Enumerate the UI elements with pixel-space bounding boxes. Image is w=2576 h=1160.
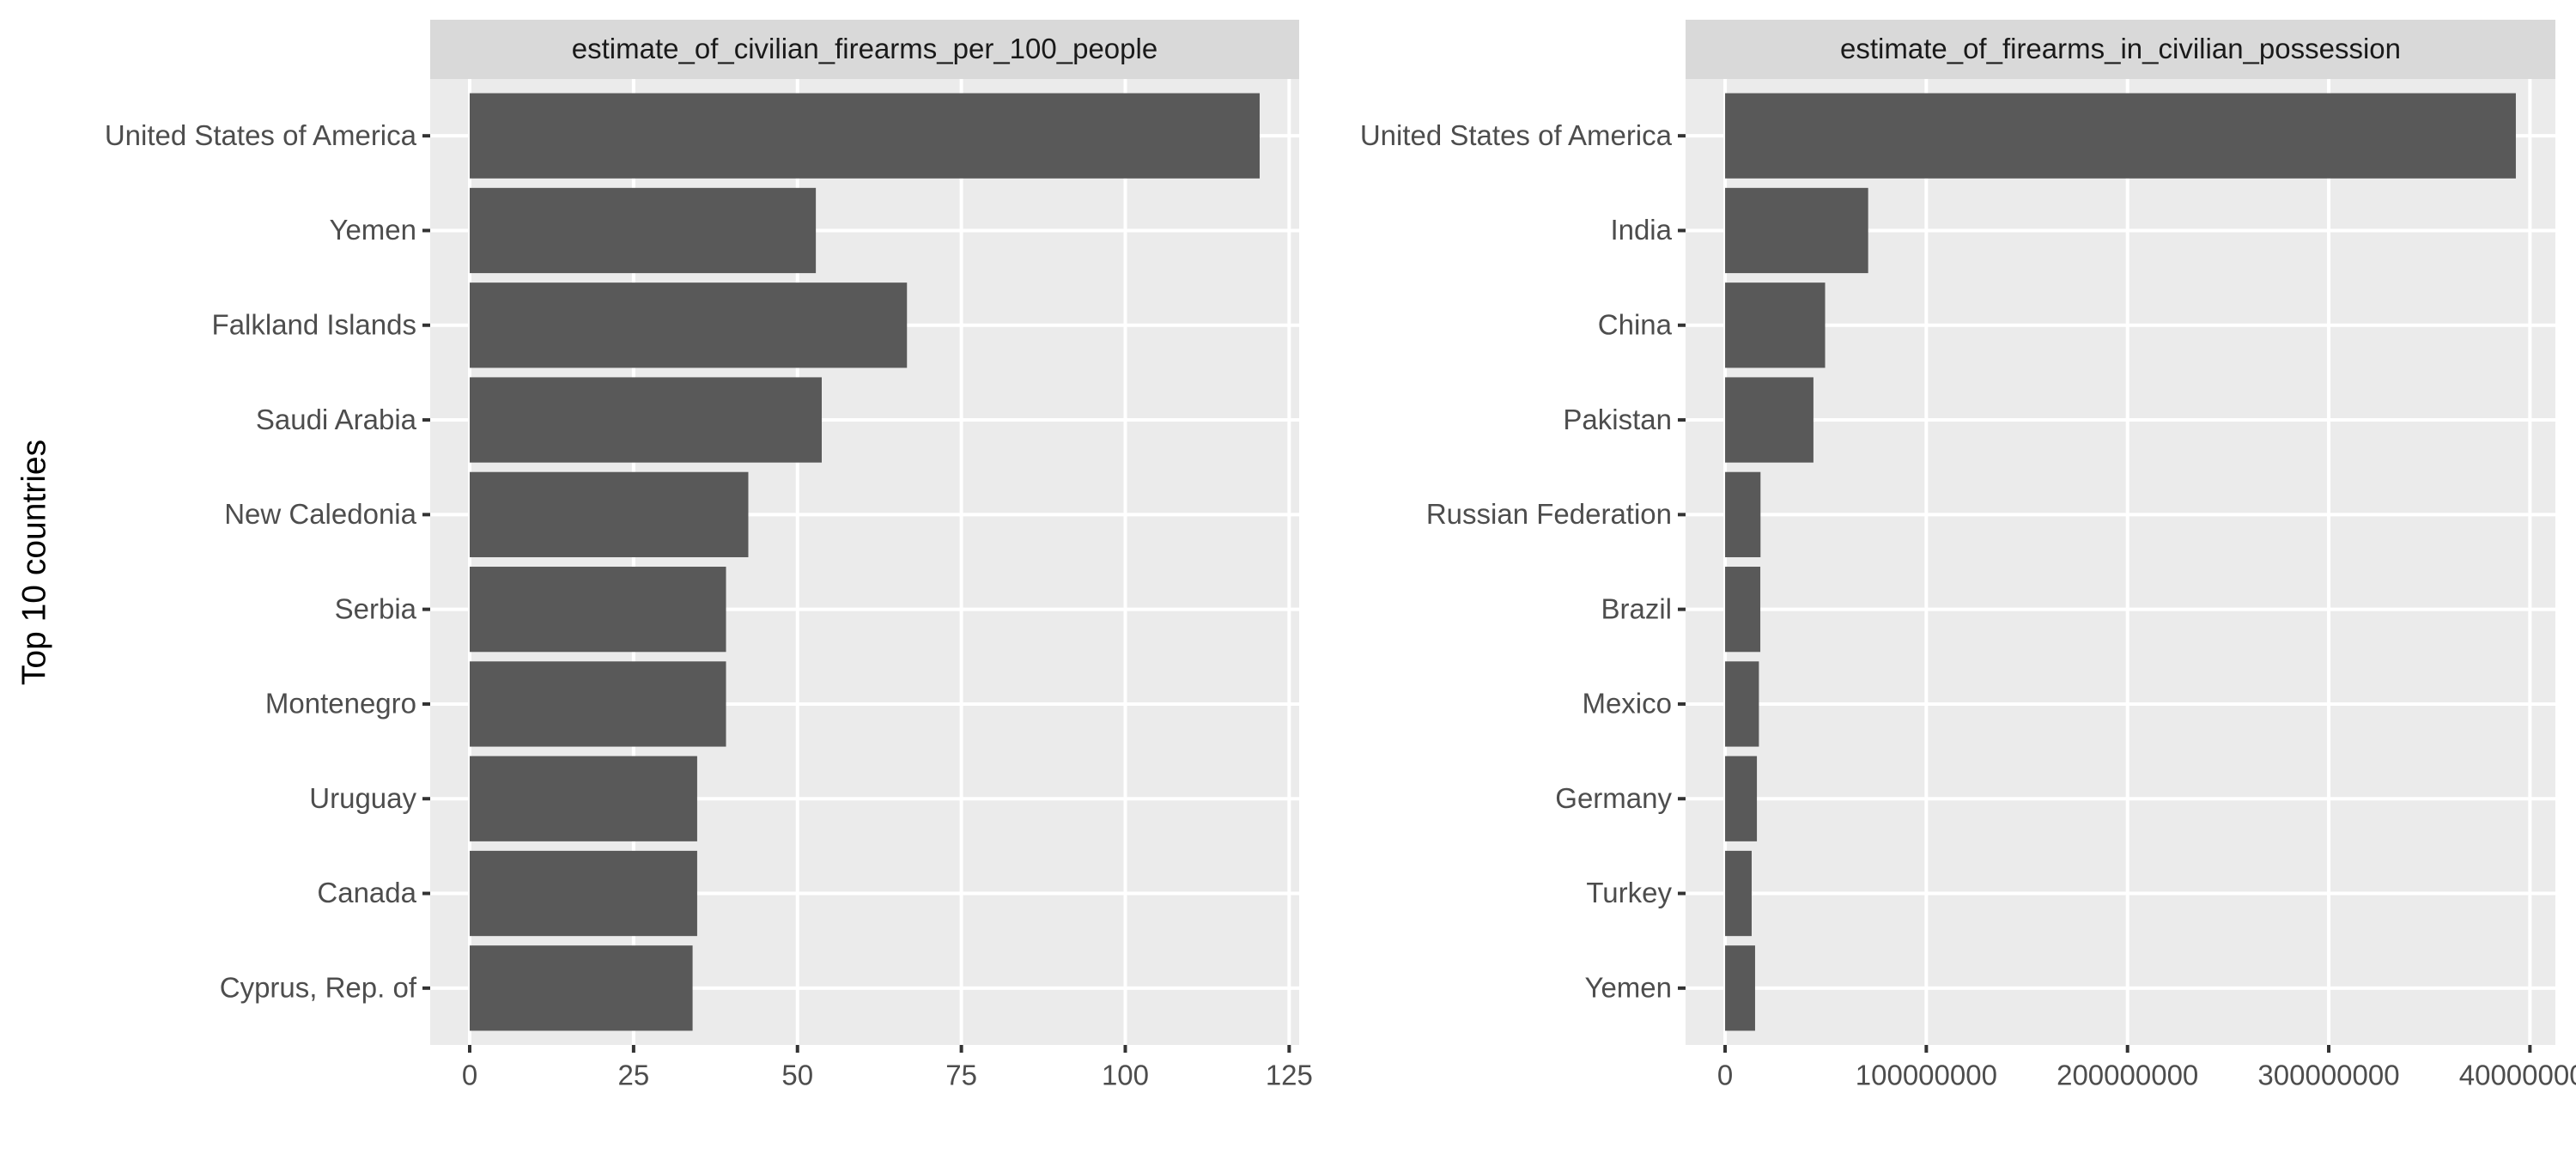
y-tick-label: China xyxy=(1598,308,1673,340)
bar xyxy=(1725,850,1752,937)
y-tick-label: Canada xyxy=(317,877,416,908)
y-tick-label: Brazil xyxy=(1601,592,1672,624)
bar xyxy=(470,756,697,841)
x-tick-label: 100 xyxy=(1102,1060,1149,1091)
x-tick-label: 400000000 xyxy=(2459,1060,2576,1091)
bar xyxy=(1725,756,1758,841)
bar xyxy=(470,945,693,1031)
y-tick-label: India xyxy=(1610,214,1672,246)
x-tick-label: 200000000 xyxy=(2057,1060,2198,1091)
y-tick-label: Montenegro xyxy=(265,688,416,720)
y-tick-label: Russian Federation xyxy=(1426,498,1672,530)
y-tick-label: Cyprus, Rep. of xyxy=(220,972,417,1004)
y-tick-label: Uruguay xyxy=(309,782,416,814)
y-tick-label: Falkland Islands xyxy=(212,308,416,340)
x-tick-label: 0 xyxy=(462,1060,477,1091)
y-tick-label: Yemen xyxy=(1584,972,1672,1004)
x-tick-label: 25 xyxy=(618,1060,650,1091)
y-tick-label: Germany xyxy=(1555,782,1672,814)
bar xyxy=(470,187,817,274)
bar xyxy=(470,377,822,463)
panel-title: estimate_of_firearms_in_civilian_possess… xyxy=(1840,33,2401,64)
bar xyxy=(470,567,726,653)
y-tick-label: Yemen xyxy=(329,214,416,246)
bar xyxy=(1725,93,2516,179)
y-tick-label: New Caledonia xyxy=(224,498,416,530)
y-tick-label: United States of America xyxy=(1360,119,1673,151)
bar xyxy=(1725,187,1868,274)
y-tick-label: United States of America xyxy=(105,119,417,151)
bar xyxy=(470,282,908,368)
x-tick-label: 75 xyxy=(945,1060,977,1091)
x-tick-label: 50 xyxy=(781,1060,813,1091)
y-axis-title: Top 10 countries xyxy=(15,440,52,685)
x-tick-label: 0 xyxy=(1717,1060,1733,1091)
bar xyxy=(1725,471,1761,557)
y-tick-label: Saudi Arabia xyxy=(256,404,417,435)
bar xyxy=(1725,282,1826,368)
y-tick-label: Pakistan xyxy=(1563,404,1672,435)
y-tick-label: Mexico xyxy=(1582,688,1672,720)
bar xyxy=(1725,567,1761,653)
strip xyxy=(1686,20,2555,79)
panel-title: estimate_of_civilian_firearms_per_100_pe… xyxy=(572,33,1157,64)
strip xyxy=(430,20,1299,79)
x-tick-label: 100000000 xyxy=(1856,1060,1997,1091)
bar xyxy=(1725,661,1759,747)
bar xyxy=(470,471,749,557)
bar xyxy=(1725,377,1814,463)
y-tick-label: Serbia xyxy=(335,592,417,624)
bar xyxy=(470,850,697,937)
y-tick-label: Turkey xyxy=(1586,877,1672,908)
x-tick-label: 125 xyxy=(1266,1060,1313,1091)
x-tick-label: 300000000 xyxy=(2257,1060,2399,1091)
bar xyxy=(470,661,726,747)
bar xyxy=(1725,945,1755,1031)
bar xyxy=(470,93,1260,179)
